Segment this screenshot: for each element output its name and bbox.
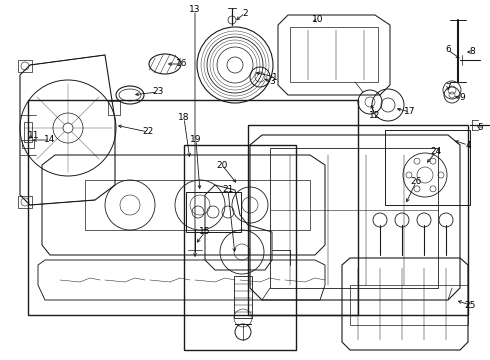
Bar — [270, 148, 438, 288]
Bar — [28, 100, 358, 315]
Bar — [22, 140, 34, 148]
Text: 18: 18 — [178, 113, 190, 122]
Text: 2: 2 — [242, 9, 248, 18]
Text: 13: 13 — [189, 5, 201, 14]
Text: 6: 6 — [445, 45, 451, 54]
Bar — [18, 60, 32, 72]
Bar — [184, 145, 296, 350]
Text: 12: 12 — [369, 111, 381, 120]
Bar — [234, 276, 252, 318]
Text: 16: 16 — [176, 59, 188, 68]
Text: 17: 17 — [404, 108, 416, 117]
Text: 22: 22 — [143, 127, 154, 136]
Text: 5: 5 — [477, 123, 483, 132]
Text: 1: 1 — [272, 72, 278, 81]
Text: 4: 4 — [465, 140, 471, 149]
Text: 24: 24 — [430, 148, 441, 157]
Text: 23: 23 — [152, 87, 164, 96]
Text: 20: 20 — [216, 161, 228, 170]
Bar — [24, 122, 32, 142]
Text: 10: 10 — [312, 15, 324, 24]
Text: 11: 11 — [28, 130, 40, 139]
Text: 3: 3 — [269, 77, 275, 86]
Bar — [350, 285, 468, 325]
Bar — [18, 196, 32, 208]
Text: 7: 7 — [445, 84, 451, 93]
Bar — [108, 101, 120, 115]
Bar — [186, 192, 241, 232]
Text: 21: 21 — [222, 185, 234, 194]
Bar — [248, 125, 468, 315]
Text: 9: 9 — [459, 94, 465, 103]
Text: 14: 14 — [44, 135, 56, 144]
Text: 25: 25 — [465, 301, 476, 310]
Text: 8: 8 — [469, 48, 475, 57]
Text: 26: 26 — [410, 177, 422, 186]
Bar — [85, 180, 310, 230]
Bar — [290, 27, 378, 82]
Text: 15: 15 — [199, 228, 211, 237]
Text: 19: 19 — [190, 135, 202, 144]
Bar — [385, 130, 470, 205]
